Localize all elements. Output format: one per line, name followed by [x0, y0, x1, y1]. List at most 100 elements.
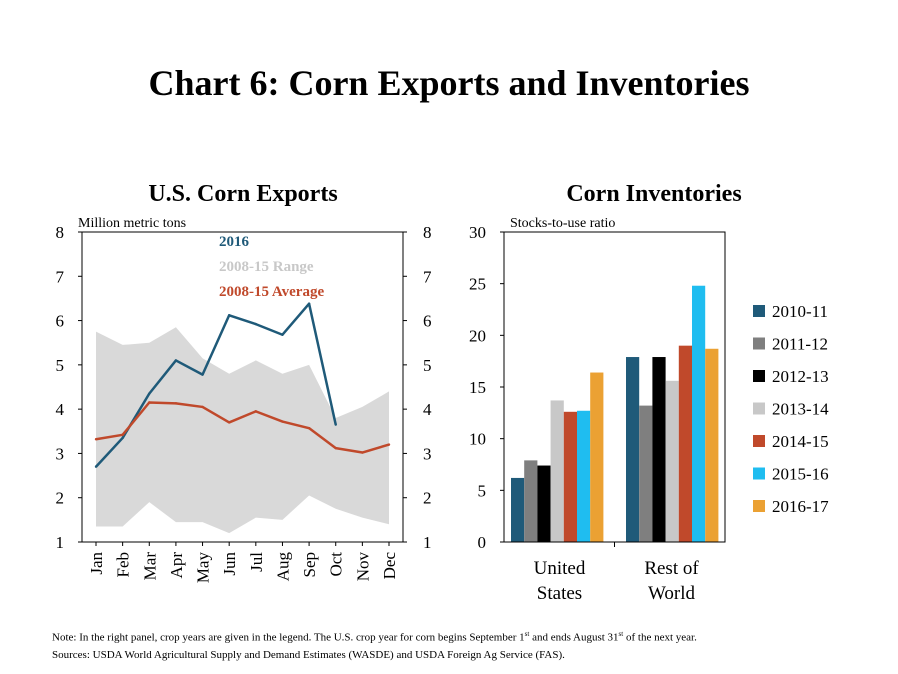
r-y-tick-label: 30: [469, 223, 486, 242]
bar-2015-16: [577, 410, 591, 542]
x-tick-label: Apr: [167, 552, 186, 579]
x-tick-label: Dec: [380, 552, 399, 580]
line-average-point: [94, 438, 98, 441]
category-label: World: [648, 583, 696, 604]
sources-line: Sources: USDA World Agricultural Supply …: [52, 648, 565, 661]
legend-swatch: [753, 370, 765, 382]
inventories-bar-chart: Corn Inventories Stocks-to-use ratio 0 5 1…: [469, 181, 829, 604]
legend-2016: 2016: [219, 234, 250, 250]
range-area: [96, 327, 389, 534]
line-average-point: [201, 405, 204, 409]
legend-swatch: [753, 337, 765, 350]
line-2016: [95, 302, 337, 468]
bar-layer: [511, 285, 719, 542]
x-tick-label: Sep: [300, 552, 319, 578]
bar-2014-15: [678, 345, 692, 542]
range-area-layer: [96, 327, 389, 534]
exports-plot-frame: [81, 231, 404, 543]
line-average-point: [174, 402, 178, 405]
line-average-point: [254, 410, 258, 413]
line-2016-point: [121, 436, 124, 440]
exports-line-chart: U.S. Corn Exports Million metric tons 1 2…: [56, 181, 433, 583]
legend-label: 2010-11: [772, 302, 828, 321]
legend-label: 2012-13: [772, 367, 829, 386]
x-tick-label: Feb: [114, 552, 133, 578]
category-label: Rest of: [644, 558, 699, 579]
r-y-tick-label: 5: [478, 481, 487, 500]
x-tick-label: Jul: [247, 552, 266, 572]
x-tick-label: Aug: [273, 552, 292, 582]
line-average-point: [121, 433, 124, 437]
x-tick-label: Nov: [353, 552, 372, 582]
legend-swatch: [753, 467, 765, 480]
legend-range: 2008-15 Range: [219, 259, 314, 275]
y-tick-label: 8: [56, 223, 65, 242]
line-average: [95, 401, 390, 454]
y-tick-label: 7: [56, 267, 65, 286]
line-average-point: [281, 420, 284, 423]
exports-y-axis-label: Million metric tons: [78, 216, 186, 231]
r-y-tick-label: 20: [469, 326, 486, 345]
r-y-tick-label: 25: [469, 275, 486, 294]
line-2016-point: [174, 359, 178, 362]
note-line-1: Note: In the right panel, crop years are…: [52, 626, 882, 647]
legend-swatch: [753, 500, 765, 512]
line-series-layer: [94, 302, 391, 468]
category-label: States: [537, 583, 582, 604]
legend-label: 2016-17: [772, 497, 829, 516]
line-average-point: [307, 426, 311, 430]
inventories-y-axis-label: Stocks-to-use ratio: [510, 216, 615, 231]
exports-x-ticks: Jan Feb Mar Apr May Jun Jul Aug Sep Oct Nov Dec: [87, 542, 399, 583]
exports-left-y-ticks: 1 2 3 4 5 6 7 8: [56, 223, 82, 552]
line-average-point: [387, 443, 391, 446]
r-y-tick-label: 10: [469, 430, 486, 449]
footnote: Note: In the right panel, crop years are…: [52, 626, 882, 664]
legend-average: 2008-15 Average: [219, 284, 324, 300]
bar-2012-13: [652, 357, 666, 542]
line-2016-point: [307, 302, 311, 305]
legend-swatch: [753, 305, 765, 317]
y2-tick-label: 2: [423, 489, 432, 508]
note-sup-a: st: [524, 630, 530, 638]
legend-swatch: [753, 402, 765, 415]
exports-legend: 2016 2008-15 Range 2008-15 Average: [219, 234, 324, 300]
bar-2011-12: [639, 405, 653, 542]
exports-chart-title: U.S. Corn Exports: [148, 181, 337, 207]
bar-2015-16: [692, 285, 706, 542]
y-tick-label: 1: [56, 533, 65, 552]
r-y-tick-label: 15: [469, 378, 486, 397]
bar-2013-14: [550, 400, 564, 542]
y2-tick-label: 6: [423, 312, 432, 331]
legend-swatch: [753, 435, 765, 447]
y2-tick-label: 5: [423, 356, 432, 375]
y2-tick-label: 3: [423, 444, 432, 463]
inventories-chart-title: Corn Inventories: [566, 181, 741, 207]
line-average-point: [361, 451, 364, 454]
bar-2012-13: [537, 465, 551, 542]
bar-2016-17: [590, 372, 604, 542]
line-2016-point: [148, 392, 151, 395]
line-2016-point: [201, 373, 204, 376]
line-average-point: [148, 401, 151, 404]
x-tick-label: Jan: [87, 552, 106, 575]
bar-2014-15: [563, 411, 577, 542]
line-average-point: [334, 446, 337, 450]
line-2016-point: [334, 423, 337, 426]
line-2016-point: [281, 333, 284, 336]
y2-tick-label: 8: [423, 223, 432, 242]
line-2016-point: [94, 465, 98, 468]
bar-2011-12: [524, 460, 538, 542]
y2-tick-label: 7: [423, 267, 432, 286]
note-sup-b: st: [618, 630, 624, 638]
line-average-point: [227, 421, 231, 424]
legend-label: 2014-15: [772, 432, 829, 451]
bar-2016-17: [705, 348, 719, 542]
x-tick-label: May: [194, 552, 213, 584]
bar-2010-11: [511, 477, 525, 542]
bar-2013-14: [665, 380, 679, 542]
legend-label: 2015-16: [772, 465, 829, 484]
inventories-x-categories: United States Rest of World: [534, 558, 700, 604]
line-2016-point: [227, 314, 231, 317]
inventories-y-ticks: 0 5 10 15 20 25 30: [469, 223, 504, 552]
